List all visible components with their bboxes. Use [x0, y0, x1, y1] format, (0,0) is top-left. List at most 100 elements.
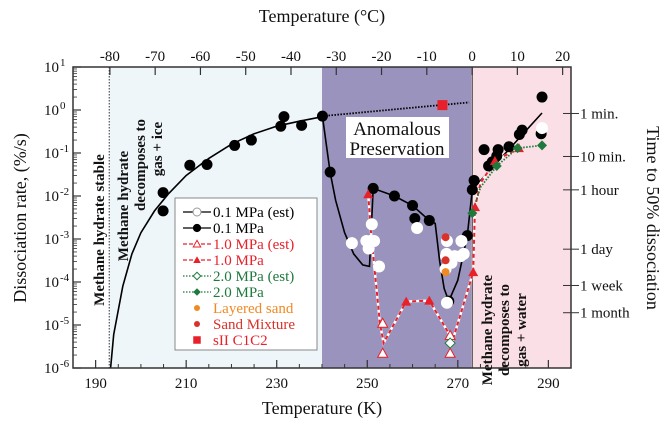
x-top-tick-label: -80: [100, 49, 120, 65]
data-point: [512, 143, 523, 154]
data-point: [245, 134, 257, 146]
data-point: [411, 222, 424, 235]
y-tick-label: 10: [44, 361, 59, 377]
data-point: [407, 200, 419, 212]
legend-entry: Layered sand: [194, 301, 294, 317]
axis-ticks: 190 210 230 250 270 290-80 -70 -60 -50 -40 -30 -20-…: [44, 49, 630, 392]
legend-entry: 2.0 MPa (est): [183, 269, 294, 285]
series-sand-mixture: [441, 233, 450, 265]
x-top-tick-label: 10: [510, 49, 525, 65]
legend-entry: sII C1C2: [193, 333, 268, 349]
data-point: [437, 100, 448, 111]
data-point: [409, 212, 421, 224]
data-point: [363, 189, 374, 199]
data-point: [368, 234, 381, 247]
data-point: [376, 317, 389, 328]
legend-marker: [194, 321, 200, 327]
curve-3: [322, 101, 470, 117]
bottom-axis-title: Temperature (K): [262, 398, 382, 419]
annotation-anomalous: Anomalous Preservation: [346, 117, 449, 160]
legend-marker: [192, 239, 202, 248]
data-point: [316, 110, 328, 122]
x-tick-label: 190: [84, 376, 107, 392]
region-3: [471, 67, 571, 368]
annotation-anomalous-line2: Preservation: [350, 139, 445, 160]
legend-entry: Sand Mixture: [194, 317, 295, 333]
legend-label: 0.1 MPa (est): [213, 205, 294, 221]
curve-5: [471, 144, 543, 214]
legend-marker: [192, 271, 202, 281]
region-2: [322, 67, 472, 368]
y-right-tick-label: 10 min.: [580, 149, 626, 165]
annotation-anomalous-box: [346, 117, 449, 158]
data-point: [536, 122, 549, 135]
data-point: [157, 187, 169, 199]
series-1-0-mpa-est-: [376, 317, 456, 358]
x-top-tick-label: -30: [326, 49, 346, 65]
data-point: [468, 267, 479, 277]
legend-entry: 1.0 MPa (est): [183, 237, 294, 253]
annotation-gas-ice-line2: decomposes to: [133, 119, 149, 211]
x-tick-label: 210: [175, 376, 198, 392]
y-tick-exponent: 0: [60, 100, 66, 112]
legend-marker: [194, 305, 200, 311]
y-tick-exponent: -1: [60, 143, 69, 155]
data-point: [376, 347, 389, 358]
y-tick-label: 10: [44, 275, 59, 291]
annotation-anomalous-line1: Anomalous: [353, 119, 441, 140]
y-tick-label: 10: [44, 60, 59, 76]
data-point: [444, 337, 456, 349]
y-tick-label: 10: [44, 232, 59, 248]
y-tick-exponent: -6: [60, 358, 70, 370]
x-top-tick-label: 0: [468, 49, 476, 65]
x-top-tick-label: -10: [417, 49, 437, 65]
series-2-0-mpa-est-: [444, 337, 456, 349]
x-top-tick-label: -60: [190, 49, 210, 65]
data-point: [537, 140, 548, 151]
data-point: [324, 166, 336, 178]
legend-label: 1.0 MPa (est): [213, 237, 294, 253]
legend-label: Layered sand: [213, 301, 294, 317]
y-tick-exponent: -4: [60, 272, 70, 284]
data-point: [157, 205, 169, 217]
data-point: [184, 159, 196, 171]
data-point: [466, 184, 478, 196]
legend-entry: 2.0 MPa: [183, 285, 264, 301]
data-point: [503, 141, 515, 153]
legend-label: 2.0 MPa (est): [213, 269, 294, 285]
y-right-tick-label: 1 day: [580, 242, 613, 258]
data-point: [278, 111, 290, 123]
curve-0: [109, 115, 323, 369]
annotation-gas-water-line3: gas + water: [514, 293, 530, 367]
series-layered-sand: [441, 268, 450, 277]
y-tick-exponent: -2: [60, 186, 69, 198]
data-point: [491, 160, 502, 171]
legend-marker: [193, 336, 201, 344]
x-tick-label: 290: [537, 376, 560, 392]
data-point: [441, 268, 450, 277]
data-point: [492, 144, 504, 156]
data-point: [516, 124, 528, 136]
legend-label: Sand Mixture: [213, 317, 295, 333]
annotation-gas-water: Methane hydrate decomposes to gas + wate…: [480, 274, 530, 385]
x-top-tick-label: -40: [281, 49, 301, 65]
x-tick-label: 270: [447, 376, 470, 392]
x-tick-label: 250: [356, 376, 379, 392]
series-0-1-mpa-est-: [345, 122, 549, 309]
legend-label: 2.0 MPa: [213, 285, 264, 301]
data-point: [423, 214, 435, 226]
legend-marker: [192, 223, 202, 233]
data-point: [441, 256, 450, 265]
data-point: [424, 295, 435, 305]
right-axis-title: Time to 50% dissociation: [643, 126, 663, 310]
data-point: [345, 237, 358, 250]
y-tick-label: 10: [44, 103, 59, 119]
legend-label: sII C1C2: [213, 333, 268, 349]
legend-marker: [192, 207, 202, 217]
x-top-tick-label: -20: [372, 49, 392, 65]
legend-marker: [193, 288, 201, 296]
data-point: [444, 347, 456, 358]
data-point: [401, 296, 412, 306]
